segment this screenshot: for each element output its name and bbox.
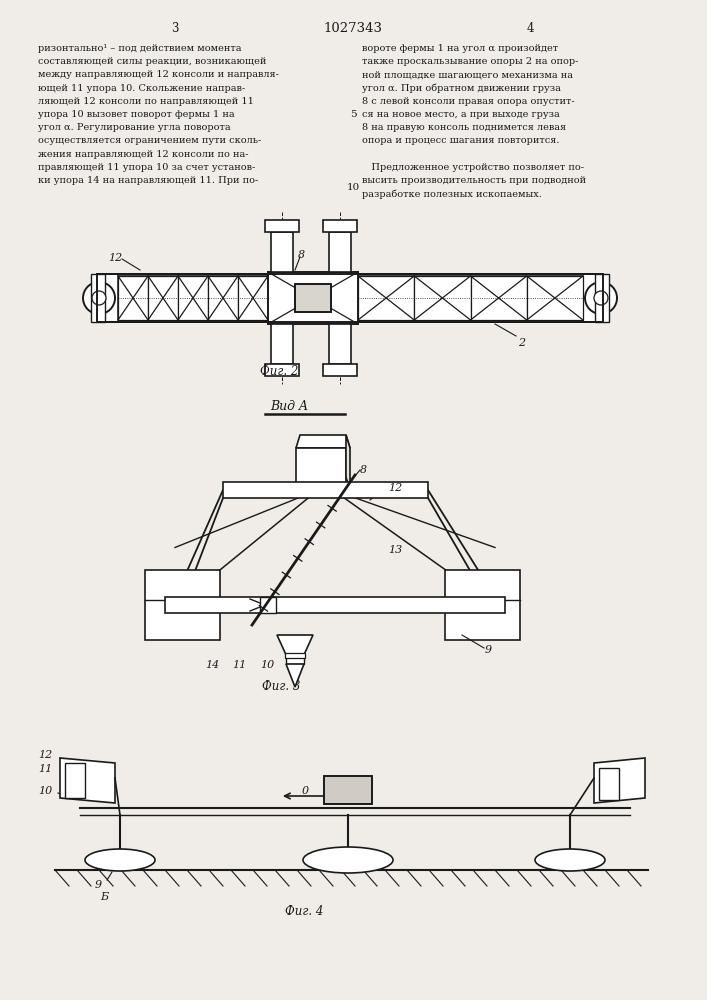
Text: 10: 10 bbox=[38, 786, 52, 796]
Text: ляющей 12 консоли по направляющей 11: ляющей 12 консоли по направляющей 11 bbox=[38, 97, 254, 106]
Ellipse shape bbox=[535, 849, 605, 871]
Text: опора и процесс шагания повторится.: опора и процесс шагания повторится. bbox=[362, 136, 559, 145]
Text: ющей 11 упора 10. Скольжение направ-: ющей 11 упора 10. Скольжение направ- bbox=[38, 84, 245, 93]
Text: 10: 10 bbox=[260, 660, 274, 670]
Bar bbox=[265, 220, 299, 232]
Bar bbox=[91, 274, 105, 322]
Polygon shape bbox=[296, 435, 350, 448]
Text: вороте фермы 1 на угол α произойдет: вороте фермы 1 на угол α произойдет bbox=[362, 44, 558, 53]
Bar bbox=[165, 597, 505, 613]
Bar bbox=[324, 776, 372, 804]
Bar bbox=[97, 274, 603, 322]
Bar bbox=[271, 324, 293, 364]
Text: Фиг. 3: Фиг. 3 bbox=[262, 680, 300, 693]
Bar bbox=[296, 448, 346, 490]
Text: 8: 8 bbox=[360, 465, 367, 475]
Text: составляющей силы реакции, возникающей: составляющей силы реакции, возникающей bbox=[38, 57, 267, 66]
Bar bbox=[324, 776, 372, 804]
Bar bbox=[118, 276, 268, 320]
Polygon shape bbox=[277, 635, 313, 657]
Bar bbox=[358, 276, 583, 320]
Bar bbox=[445, 570, 520, 640]
Text: 5: 5 bbox=[350, 110, 356, 119]
Bar bbox=[285, 653, 305, 658]
Polygon shape bbox=[286, 664, 304, 687]
Text: ся на новое место, а при выходе груза: ся на новое место, а при выходе груза bbox=[362, 110, 560, 119]
Bar bbox=[268, 272, 358, 324]
Text: 12: 12 bbox=[388, 483, 402, 493]
Bar bbox=[208, 276, 238, 320]
Bar bbox=[260, 597, 276, 613]
Bar bbox=[329, 324, 351, 364]
Text: 14: 14 bbox=[205, 660, 219, 670]
Text: угол α. При обратном движении груза: угол α. При обратном движении груза bbox=[362, 84, 561, 93]
Text: угол α. Регулирование угла поворота: угол α. Регулирование угла поворота bbox=[38, 123, 230, 132]
Polygon shape bbox=[594, 758, 645, 803]
Text: 0: 0 bbox=[301, 786, 308, 796]
Text: 2: 2 bbox=[518, 338, 525, 348]
Ellipse shape bbox=[594, 291, 608, 305]
Ellipse shape bbox=[585, 282, 617, 314]
Text: 11: 11 bbox=[38, 764, 52, 774]
Text: 10: 10 bbox=[346, 183, 360, 192]
Text: 8 с левой консоли правая опора опустит-: 8 с левой консоли правая опора опустит- bbox=[362, 97, 575, 106]
Polygon shape bbox=[60, 758, 115, 803]
Text: 12: 12 bbox=[108, 253, 122, 263]
Text: упора 10 вызовет поворот фермы 1 на: упора 10 вызовет поворот фермы 1 на bbox=[38, 110, 235, 119]
Bar bbox=[97, 274, 603, 322]
Bar bbox=[145, 570, 220, 640]
Text: 4: 4 bbox=[526, 22, 534, 35]
Text: 12: 12 bbox=[38, 750, 52, 760]
Bar bbox=[148, 276, 178, 320]
Bar bbox=[223, 482, 428, 498]
Text: Б: Б bbox=[100, 892, 108, 902]
Text: ной площадке шагающего механизма на: ной площадке шагающего механизма на bbox=[362, 70, 573, 79]
Text: ки упора 14 на направляющей 11. При по-: ки упора 14 на направляющей 11. При по- bbox=[38, 176, 258, 185]
Polygon shape bbox=[346, 435, 350, 490]
Bar bbox=[286, 657, 304, 664]
Ellipse shape bbox=[303, 847, 393, 873]
Bar bbox=[358, 276, 414, 320]
Bar bbox=[178, 276, 208, 320]
Text: 8: 8 bbox=[298, 250, 305, 260]
Bar bbox=[470, 276, 527, 320]
Text: Вид A: Вид A bbox=[270, 400, 308, 413]
Bar bbox=[295, 284, 331, 312]
Text: ризонтально¹ – под действием момента: ризонтально¹ – под действием момента bbox=[38, 44, 242, 53]
Text: осуществляется ограничением пути сколь-: осуществляется ограничением пути сколь- bbox=[38, 136, 262, 145]
Text: 1027343: 1027343 bbox=[324, 22, 382, 35]
Text: Фиг. 2: Фиг. 2 bbox=[260, 365, 298, 378]
Bar bbox=[118, 276, 148, 320]
Text: между направляющей 12 консоли и направля-: между направляющей 12 консоли и направля… bbox=[38, 70, 279, 79]
Bar bbox=[527, 276, 583, 320]
Bar bbox=[265, 364, 299, 376]
Text: высить производительность при подводной: высить производительность при подводной bbox=[362, 176, 586, 185]
Ellipse shape bbox=[83, 282, 115, 314]
Text: Фиг. 4: Фиг. 4 bbox=[285, 905, 323, 918]
Bar bbox=[65, 763, 85, 798]
Bar bbox=[329, 232, 351, 272]
Bar bbox=[323, 364, 357, 376]
Text: 13: 13 bbox=[388, 545, 402, 555]
Text: 9: 9 bbox=[485, 645, 492, 655]
Text: 11: 11 bbox=[232, 660, 246, 670]
Bar bbox=[595, 274, 609, 322]
Text: Предложенное устройство позволяет по-: Предложенное устройство позволяет по- bbox=[362, 163, 584, 172]
Text: 8 на правую консоль поднимется левая: 8 на правую консоль поднимется левая bbox=[362, 123, 566, 132]
Text: 9: 9 bbox=[95, 880, 102, 890]
Text: правляющей 11 упора 10 за счет установ-: правляющей 11 упора 10 за счет установ- bbox=[38, 163, 255, 172]
Bar bbox=[323, 220, 357, 232]
Bar bbox=[295, 284, 331, 312]
Bar bbox=[271, 232, 293, 272]
Bar bbox=[238, 276, 268, 320]
Bar bbox=[599, 768, 619, 800]
Text: 3: 3 bbox=[171, 22, 179, 35]
Ellipse shape bbox=[92, 291, 106, 305]
Bar bbox=[414, 276, 470, 320]
Ellipse shape bbox=[85, 849, 155, 871]
Text: также проскальзывание опоры 2 на опор-: также проскальзывание опоры 2 на опор- bbox=[362, 57, 578, 66]
Text: жения направляющей 12 консоли по на-: жения направляющей 12 консоли по на- bbox=[38, 150, 248, 159]
Text: разработке полезных ископаемых.: разработке полезных ископаемых. bbox=[362, 189, 542, 199]
